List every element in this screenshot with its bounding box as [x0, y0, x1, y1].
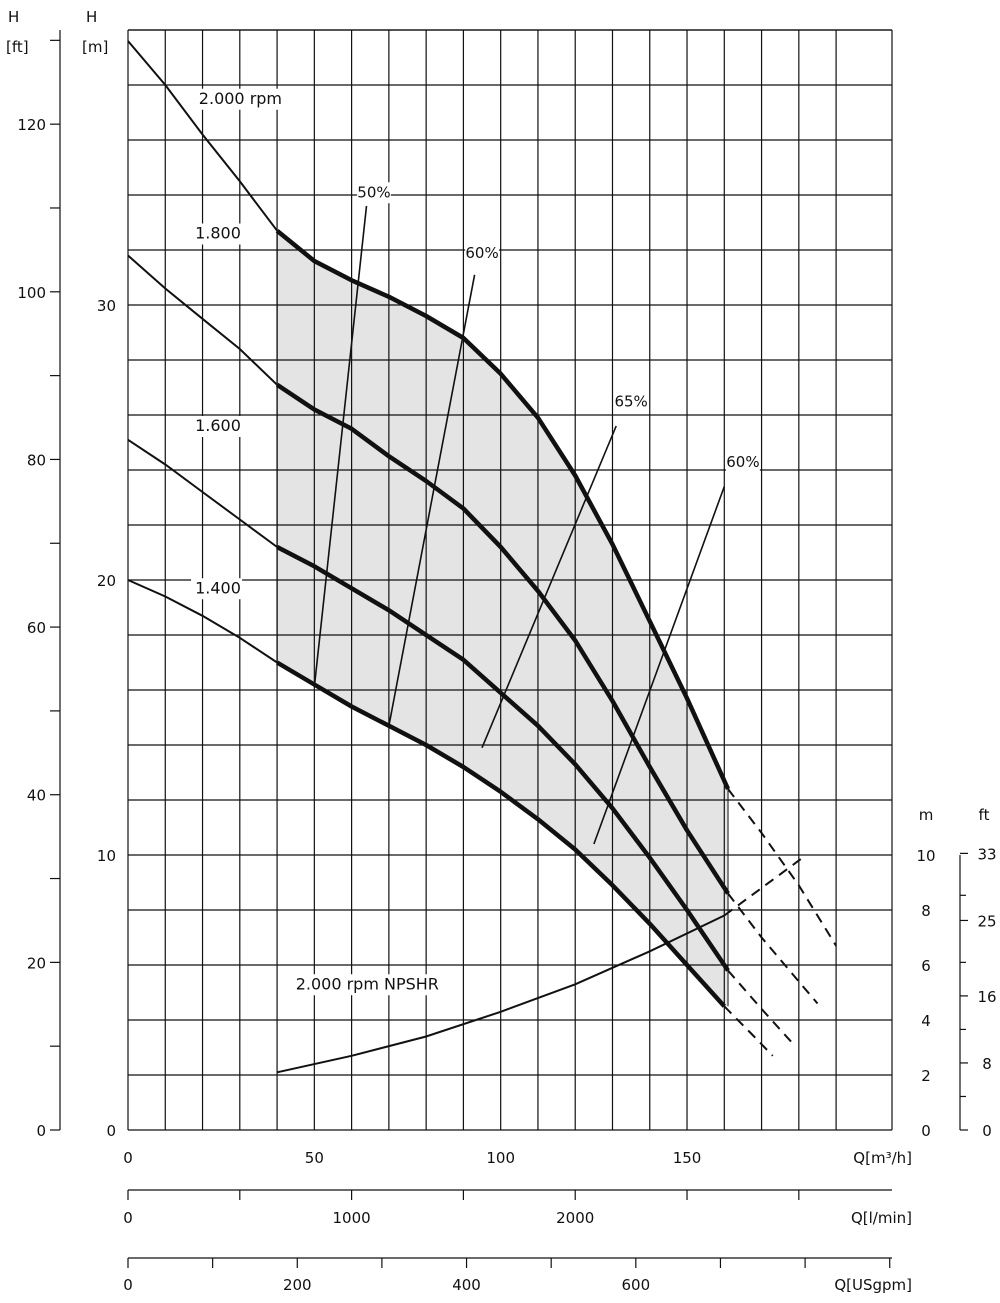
npshr-curve-dashed	[723, 854, 807, 917]
head-curve-dashed-0	[727, 788, 837, 947]
efficiency-line-0	[313, 205, 368, 688]
ft-tick-label: 40	[27, 787, 46, 805]
npshr-m-tick-label: 4	[921, 1012, 931, 1030]
q-lmin-tick-label: 0	[123, 1209, 133, 1227]
npshr-m-tick-label: 8	[921, 902, 931, 920]
head-curve-0	[275, 228, 731, 790]
head-curve-1	[275, 382, 730, 895]
axes: H[ft]020406080100120H[m]0102030m0246810f…	[6, 8, 997, 1294]
ft-tick-label: 80	[27, 451, 46, 469]
q-lmin-tick-label: 1000	[333, 1209, 371, 1227]
npshr-ft-tick-label: 16	[977, 988, 996, 1006]
npshr-ft-tick-label: 0	[982, 1122, 992, 1140]
q-usgpm-tick-label: 600	[621, 1276, 650, 1294]
curves	[127, 40, 837, 1074]
m-axis-title: H	[86, 8, 97, 26]
q-m3h-tick-label: 100	[486, 1149, 515, 1167]
efficiency-label-2-bg	[614, 391, 649, 413]
q-m3h-tick-label: 0	[123, 1149, 133, 1167]
ft-tick-label: 100	[17, 284, 46, 302]
efficiency-label-3: 60%	[726, 453, 759, 471]
efficiency-line-1	[388, 274, 476, 726]
q-usgpm-tick-label: 200	[283, 1276, 312, 1294]
q-m3h-tick-label: 50	[305, 1149, 324, 1167]
npshr-m-tick-label: 6	[921, 957, 931, 975]
efficiency-label-2: 65%	[614, 392, 647, 410]
q-usgpm-tick-label: 400	[452, 1276, 481, 1294]
ft-tick-label: 120	[17, 116, 46, 134]
curve-label-0: 2.000 rpm	[199, 89, 282, 108]
head-curve-thin-3	[127, 579, 278, 664]
npshr-ft-title: ft	[979, 806, 990, 824]
npshr-ft-tick-label: 33	[977, 845, 996, 863]
q-lmin-label: Q[l/min]	[851, 1209, 912, 1227]
head-curve-dashed-2	[727, 969, 793, 1043]
head-curve-thin-0	[127, 40, 278, 232]
curve-label-3: 1.400	[195, 578, 241, 597]
m-tick-label: 30	[97, 297, 116, 315]
npshr-ft-tick-label: 25	[977, 912, 996, 930]
m-axis-unit: [m]	[82, 38, 108, 56]
labels: 2.000 rpm 1.800 1.600 1.400 2.000 rpm NPSHR 5…	[191, 88, 760, 996]
head-curve-thin-1	[127, 254, 278, 386]
head-curve-thin-2	[127, 438, 278, 548]
efficiency-label-0: 50%	[357, 183, 390, 201]
npshr-m-title: m	[919, 806, 934, 824]
curve-label-2-bg	[191, 416, 243, 437]
efficiency-label-0-bg	[357, 182, 391, 204]
npshr-m-tick-label: 2	[921, 1067, 931, 1085]
efficiency-lines	[313, 205, 726, 845]
q-lmin-tick-label: 2000	[556, 1209, 594, 1227]
curve-label-2: 1.600	[195, 416, 241, 435]
q-m3h-label: Q[m³/h]	[853, 1149, 912, 1167]
ft-axis-unit: [ft]	[6, 38, 29, 56]
head-curve-2	[276, 545, 730, 972]
npshr-m-tick-label: 0	[921, 1122, 931, 1140]
npshr-label: 2.000 rpm NPSHR	[296, 974, 439, 993]
efficiency-label-1-bg	[465, 242, 499, 264]
curve-label-1: 1.800	[195, 224, 241, 243]
m-tick-label: 20	[97, 572, 116, 590]
m-tick-label: 0	[106, 1122, 116, 1140]
ft-tick-label: 0	[36, 1122, 46, 1140]
curve-label-1-bg	[191, 223, 243, 245]
npshr-m-tick-label: 10	[916, 847, 935, 865]
head-curve-3	[275, 660, 726, 1008]
q-usgpm-tick-label: 0	[123, 1276, 133, 1294]
efficiency-label-3-bg	[726, 451, 760, 473]
operating-area	[276, 230, 729, 1007]
npshr-label-bg	[291, 974, 429, 996]
npshr-ft-tick-label: 8	[982, 1055, 992, 1073]
head-curve-dashed-1	[727, 892, 819, 1005]
curve-label-3-bg	[191, 578, 243, 600]
m-tick-label: 10	[97, 847, 116, 865]
q-usgpm-label: Q[USgpm]	[834, 1276, 912, 1294]
ft-tick-label: 60	[27, 619, 46, 637]
efficiency-line-3	[593, 486, 726, 845]
ft-axis-title: H	[8, 8, 19, 26]
head-curve-dashed-3	[723, 1005, 774, 1057]
operating-area-fill	[277, 230, 728, 1007]
efficiency-label-1: 60%	[465, 244, 498, 262]
ft-tick-label: 20	[27, 954, 46, 972]
q-m3h-tick-label: 150	[673, 1149, 702, 1167]
curve-label-0-bg	[194, 88, 281, 110]
npshr-curve	[276, 914, 725, 1074]
